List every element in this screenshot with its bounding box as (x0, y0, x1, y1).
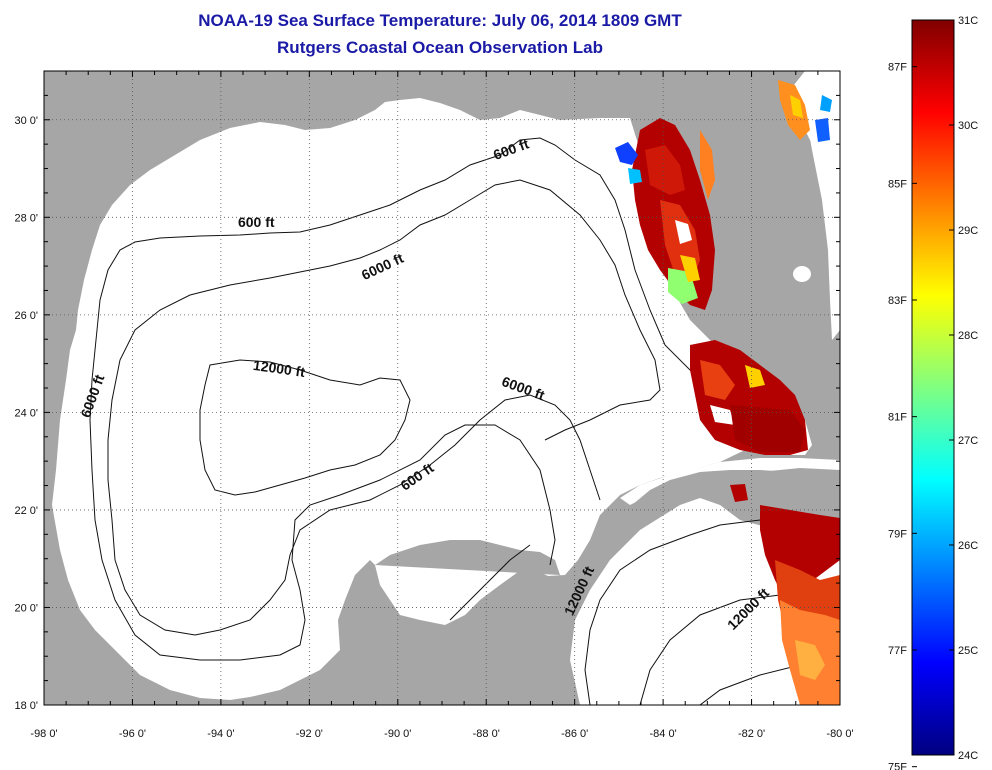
straits-water (620, 458, 840, 505)
contour-label: 12000 ft (252, 357, 306, 380)
colorbar-label-c: 24C (958, 750, 978, 762)
colorbar-label-f: 83F (888, 295, 907, 307)
y-axis-label: 22 0' (14, 505, 38, 517)
x-axis-label: -90 0' (384, 728, 411, 740)
yucatan-land (330, 540, 570, 705)
lake-okeechobee (793, 266, 811, 282)
colorbar-label-f: 85F (888, 178, 907, 190)
colorbar-gradient (911, 19, 955, 756)
x-axis-label: -96 0' (119, 728, 146, 740)
colorbar-label-c: 31C (958, 15, 978, 27)
colorbar-label-f: 81F (888, 412, 907, 424)
x-axis-label: -84 0' (650, 728, 677, 740)
x-axis-label: -86 0' (561, 728, 588, 740)
x-axis-label: -82 0' (738, 728, 765, 740)
sst-data-swath (615, 80, 840, 705)
x-axis-label: -80 0' (826, 728, 853, 740)
x-axis-label: -92 0' (296, 728, 323, 740)
map-axis-labels: -98 0' -96 0' -94 0' -92 0' -90 0' -88 0' -86 … (14, 115, 853, 740)
map-grid (44, 71, 840, 705)
y-axis-label: 24 0' (14, 407, 38, 419)
colorbar-label-c: 26C (958, 540, 978, 552)
y-axis-label: 20 0' (14, 602, 38, 614)
colorbar-label-c: 27C (958, 435, 978, 447)
map-subtitle: Rutgers Coastal Ocean Observation Lab (277, 38, 603, 57)
colorbar-labels: 31C 30C 29C 28C 27C 26C 25C 24C 87F 85F 83F 81F 79F 7… (888, 15, 978, 770)
y-axis-label: 26 0' (14, 310, 38, 322)
gulf-water (52, 98, 812, 700)
map-axis-ticks (43, 70, 841, 706)
x-axis-label: -88 0' (473, 728, 500, 740)
y-axis-label: 18 0' (14, 700, 38, 712)
contour-label: 600 ft (238, 214, 275, 230)
x-axis-label: -98 0' (30, 728, 57, 740)
florida-atlantic-coast (805, 71, 840, 340)
colorbar-label-f: 79F (888, 528, 907, 540)
colorbar-ticks (912, 19, 954, 768)
y-axis-label: 30 0' (14, 115, 38, 127)
colorbar-label-f: 77F (888, 645, 907, 657)
colorbar-label-f: 87F (888, 62, 907, 74)
y-axis-label: 28 0' (14, 212, 38, 224)
colorbar-label-c: 29C (958, 225, 978, 237)
colorbar-label-c: 25C (958, 645, 978, 657)
sst-colorbar: 31C 30C 29C 28C 27C 26C 25C 24C 87F 85F 83F 81F 79F 7… (888, 15, 978, 770)
x-axis-label: -94 0' (207, 728, 234, 740)
colorbar-label-c: 30C (958, 120, 978, 132)
colorbar-label-f: 75F (888, 762, 907, 770)
colorbar-label-c: 28C (958, 330, 978, 342)
map-title: NOAA-19 Sea Surface Temperature: July 06… (198, 11, 682, 30)
